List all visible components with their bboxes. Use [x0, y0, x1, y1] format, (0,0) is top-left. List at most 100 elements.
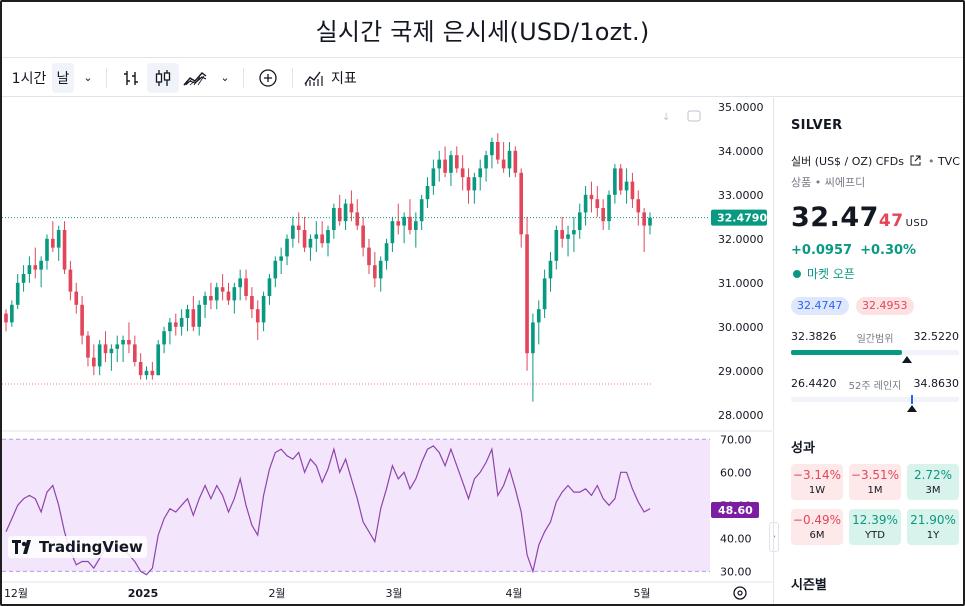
- page-title: 실시간 국제 은시세(USD/1ozt.): [315, 18, 650, 46]
- chevron-down-icon[interactable]: ⌄: [83, 71, 93, 84]
- candle: [373, 252, 377, 288]
- tradingview-logo[interactable]: TradingView: [8, 536, 147, 558]
- symbol-description: 실버 (US$ / OZ) CFDs • TVC: [791, 153, 960, 169]
- candle-body: [648, 217, 652, 226]
- symbol-description-text[interactable]: 실버 (US$ / OZ) CFDs: [791, 155, 904, 168]
- candle: [80, 296, 84, 345]
- candle-body: [197, 304, 202, 327]
- candle-body: [419, 199, 424, 222]
- toolbar-divider: [243, 67, 244, 88]
- candle-body: [472, 177, 477, 191]
- candle: [127, 322, 131, 354]
- candle-body: [484, 155, 488, 169]
- area-chart-icon[interactable]: [179, 63, 211, 93]
- candle: [197, 300, 202, 336]
- price-chart[interactable]: 35.0000 34.0000 33.0000 32.0000 31.0000 30.00…: [2, 98, 772, 606]
- rsi-value-label-bg: [711, 501, 759, 518]
- performance-cell-1m[interactable]: −3.51% 1M: [849, 464, 901, 500]
- pane-maximize-icon: [687, 110, 701, 122]
- candle-body: [15, 282, 20, 305]
- candle-body: [361, 225, 365, 248]
- candle-body: [121, 340, 125, 345]
- candle: [384, 238, 389, 270]
- candle: [355, 199, 360, 230]
- time-axis-tick: 12월: [4, 587, 28, 600]
- price-currency: USD: [905, 218, 929, 229]
- performance-period: 1Y: [926, 530, 940, 541]
- performance-cell-ytd[interactable]: 12.39% YTD: [849, 509, 901, 545]
- candle-body: [244, 278, 248, 296]
- performance-cell-1y[interactable]: 21.90% 1Y: [907, 509, 959, 545]
- performance-cell-3m[interactable]: 2.72% 3M: [907, 464, 959, 500]
- candle: [454, 146, 459, 173]
- candle-body: [86, 335, 90, 358]
- day-range-fill: [791, 350, 902, 355]
- performance-cell-6m[interactable]: −0.49% 6M: [791, 509, 843, 545]
- candle-body: [45, 238, 49, 261]
- last-price: 32.4747 USD: [791, 202, 928, 233]
- indicators-button[interactable]: 지표: [303, 63, 357, 93]
- candle: [449, 150, 453, 186]
- gear-inner: [737, 590, 743, 596]
- candle: [220, 274, 225, 301]
- candle: [326, 225, 330, 257]
- candle-body: [513, 150, 518, 173]
- candle: [285, 234, 289, 266]
- candle: [408, 199, 412, 235]
- day-range-row: 32.3826 일간범위 32.5220: [791, 330, 959, 345]
- candle-body: [554, 230, 559, 261]
- ask-price-chip: 32.4953: [856, 297, 914, 315]
- candle: [642, 208, 646, 252]
- candle: [478, 159, 483, 191]
- candle: [62, 221, 67, 274]
- performance-value: −0.49%: [792, 513, 842, 527]
- gear-outer: [733, 586, 747, 600]
- chart-settings-icon[interactable]: [733, 586, 747, 600]
- candle: [138, 353, 143, 380]
- candle: [425, 177, 430, 208]
- chart-type-chevron-icon[interactable]: ⌄: [220, 71, 230, 84]
- candle-body: [80, 304, 84, 336]
- candle: [226, 282, 231, 305]
- candle: [589, 181, 594, 213]
- candle-body: [39, 260, 43, 270]
- performance-period: 1W: [808, 485, 826, 496]
- chart-area[interactable]: 35.0000 34.0000 33.0000 32.0000 31.0000 30.00…: [2, 98, 772, 606]
- candle: [261, 291, 266, 332]
- candle: [378, 256, 383, 292]
- candle: [273, 256, 278, 288]
- candle-body: [261, 296, 266, 323]
- candle: [27, 256, 32, 283]
- performance-period: YTD: [865, 530, 885, 541]
- symbol-source[interactable]: TVC: [937, 155, 960, 168]
- bar-chart-icon[interactable]: [115, 63, 147, 93]
- candle-body: [10, 304, 14, 323]
- candlestick-icon[interactable]: [147, 62, 179, 93]
- candle: [390, 216, 395, 252]
- candle: [314, 221, 319, 252]
- market-open-dot-icon: [793, 269, 801, 278]
- performance-value: −3.51%: [850, 468, 900, 482]
- candle-body: [618, 168, 623, 191]
- candle-body: [109, 348, 114, 354]
- performance-cell-1w[interactable]: −3.14% 1W: [791, 464, 843, 500]
- performance-title: 성과: [791, 441, 815, 456]
- add-compare-icon[interactable]: [252, 63, 284, 93]
- rsi-axis-tick: 30.00: [720, 565, 752, 578]
- last-price-fraction: 47: [878, 211, 904, 231]
- candle: [531, 313, 535, 402]
- symbol-name[interactable]: SILVER: [791, 118, 843, 133]
- candle: [232, 282, 237, 314]
- candle: [320, 221, 324, 248]
- candle-body: [179, 318, 184, 327]
- external-link-icon[interactable]: [910, 155, 921, 166]
- candle-body: [583, 194, 588, 213]
- range-button[interactable]: 날: [52, 62, 74, 93]
- candle: [484, 150, 488, 182]
- candle: [361, 216, 365, 257]
- candle: [115, 335, 120, 362]
- candle: [15, 274, 20, 310]
- candle: [255, 300, 260, 340]
- candle-body: [495, 142, 500, 160]
- interval-button[interactable]: 1시간: [11, 70, 47, 87]
